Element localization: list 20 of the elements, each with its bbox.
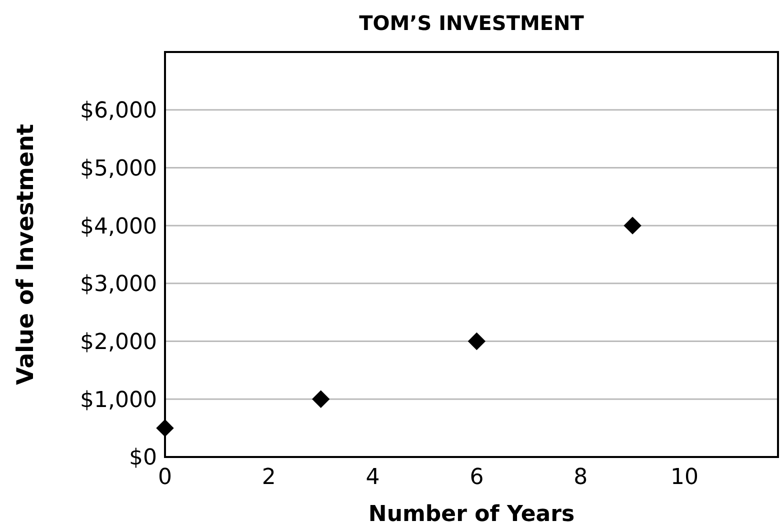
y-tick-label: $4,000 xyxy=(80,214,157,240)
y-tick-label: $2,000 xyxy=(80,330,157,355)
y-tick-label: $6,000 xyxy=(80,98,157,124)
x-tick-label: 0 xyxy=(158,465,172,490)
x-tick-label: 10 xyxy=(670,465,698,490)
y-tick-label: $0 xyxy=(129,446,157,471)
point xyxy=(468,332,486,350)
y-tick-label: $5,000 xyxy=(80,156,157,182)
point xyxy=(312,390,330,408)
point xyxy=(156,419,174,437)
y-axis-title: Value of Investment xyxy=(13,124,39,385)
x-tick-label: 4 xyxy=(366,465,380,490)
x-axis-title: Number of Years xyxy=(368,502,575,527)
point xyxy=(624,216,642,234)
y-tick-label: $3,000 xyxy=(80,272,157,298)
chart-title: TOM’S INVESTMENT xyxy=(359,11,584,35)
x-tick-label: 8 xyxy=(574,465,588,490)
x-tick-label: 6 xyxy=(470,465,484,490)
x-tick-label: 2 xyxy=(262,465,276,490)
y-tick-label: $1,000 xyxy=(80,388,157,413)
